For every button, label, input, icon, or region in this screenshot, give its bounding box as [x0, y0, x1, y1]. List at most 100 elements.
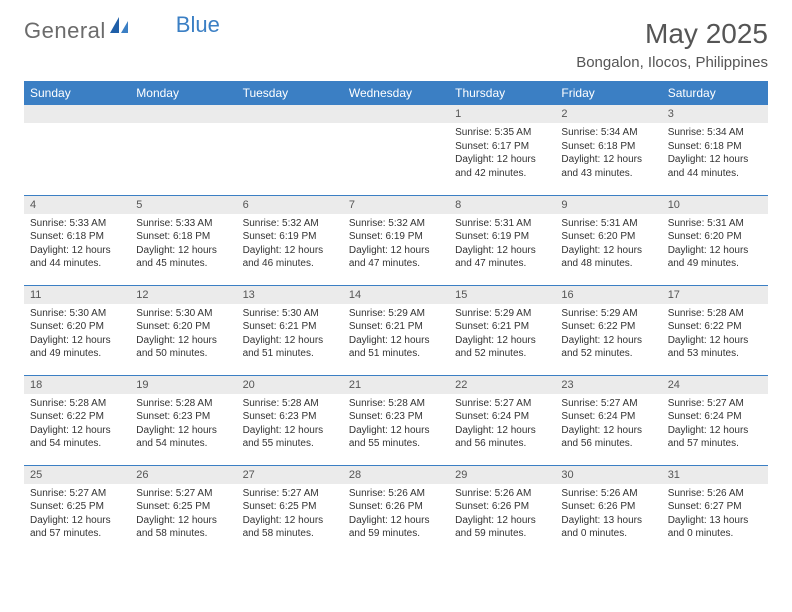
calendar-day: 4Sunrise: 5:33 AMSunset: 6:18 PMDaylight… [24, 195, 130, 285]
day-details: Sunrise: 5:31 AMSunset: 6:19 PMDaylight:… [449, 214, 555, 277]
calendar-page: General Blue May 2025 Bongalon, Ilocos, … [0, 0, 792, 573]
calendar-body: 1Sunrise: 5:35 AMSunset: 6:17 PMDaylight… [24, 105, 768, 555]
calendar-day: 31Sunrise: 5:26 AMSunset: 6:27 PMDayligh… [662, 465, 768, 555]
day-details: Sunrise: 5:28 AMSunset: 6:23 PMDaylight:… [237, 394, 343, 457]
day-number: 6 [237, 196, 343, 214]
weekday-header: Monday [130, 81, 236, 105]
calendar-day: 20Sunrise: 5:28 AMSunset: 6:23 PMDayligh… [237, 375, 343, 465]
month-title: May 2025 [576, 18, 768, 50]
day-number: 15 [449, 286, 555, 304]
brand-part2: Blue [176, 12, 220, 38]
weekday-header: Friday [555, 81, 661, 105]
day-number [343, 105, 449, 123]
calendar-day: 18Sunrise: 5:28 AMSunset: 6:22 PMDayligh… [24, 375, 130, 465]
day-details: Sunrise: 5:28 AMSunset: 6:23 PMDaylight:… [343, 394, 449, 457]
day-details: Sunrise: 5:26 AMSunset: 6:26 PMDaylight:… [555, 484, 661, 547]
day-number: 9 [555, 196, 661, 214]
weekday-header: Tuesday [237, 81, 343, 105]
day-details: Sunrise: 5:27 AMSunset: 6:25 PMDaylight:… [130, 484, 236, 547]
day-number: 21 [343, 376, 449, 394]
day-details: Sunrise: 5:28 AMSunset: 6:23 PMDaylight:… [130, 394, 236, 457]
day-number: 16 [555, 286, 661, 304]
day-number: 18 [24, 376, 130, 394]
calendar-day: 12Sunrise: 5:30 AMSunset: 6:20 PMDayligh… [130, 285, 236, 375]
day-number: 12 [130, 286, 236, 304]
day-number: 17 [662, 286, 768, 304]
day-details: Sunrise: 5:34 AMSunset: 6:18 PMDaylight:… [555, 123, 661, 186]
calendar-day: 13Sunrise: 5:30 AMSunset: 6:21 PMDayligh… [237, 285, 343, 375]
day-number: 3 [662, 105, 768, 123]
calendar-week: 1Sunrise: 5:35 AMSunset: 6:17 PMDaylight… [24, 105, 768, 195]
day-number: 11 [24, 286, 130, 304]
day-details: Sunrise: 5:26 AMSunset: 6:27 PMDaylight:… [662, 484, 768, 547]
day-details [130, 123, 236, 132]
day-number: 26 [130, 466, 236, 484]
day-details: Sunrise: 5:26 AMSunset: 6:26 PMDaylight:… [449, 484, 555, 547]
day-details: Sunrise: 5:27 AMSunset: 6:24 PMDaylight:… [662, 394, 768, 457]
day-number [130, 105, 236, 123]
calendar-day: 5Sunrise: 5:33 AMSunset: 6:18 PMDaylight… [130, 195, 236, 285]
title-block: May 2025 Bongalon, Ilocos, Philippines [576, 18, 768, 71]
day-number: 23 [555, 376, 661, 394]
calendar-day: 15Sunrise: 5:29 AMSunset: 6:21 PMDayligh… [449, 285, 555, 375]
day-number: 19 [130, 376, 236, 394]
day-number: 29 [449, 466, 555, 484]
calendar-day: 26Sunrise: 5:27 AMSunset: 6:25 PMDayligh… [130, 465, 236, 555]
calendar-day: 1Sunrise: 5:35 AMSunset: 6:17 PMDaylight… [449, 105, 555, 195]
brand-part1: General [24, 18, 106, 44]
location-label: Bongalon, Ilocos, Philippines [576, 54, 768, 71]
day-number: 7 [343, 196, 449, 214]
day-details: Sunrise: 5:31 AMSunset: 6:20 PMDaylight:… [555, 214, 661, 277]
calendar-day-empty [237, 105, 343, 195]
calendar-day: 17Sunrise: 5:28 AMSunset: 6:22 PMDayligh… [662, 285, 768, 375]
day-details: Sunrise: 5:29 AMSunset: 6:21 PMDaylight:… [343, 304, 449, 367]
day-details: Sunrise: 5:30 AMSunset: 6:21 PMDaylight:… [237, 304, 343, 367]
calendar-day: 11Sunrise: 5:30 AMSunset: 6:20 PMDayligh… [24, 285, 130, 375]
day-number: 22 [449, 376, 555, 394]
day-number: 2 [555, 105, 661, 123]
weekday-header: Sunday [24, 81, 130, 105]
day-number: 5 [130, 196, 236, 214]
day-details: Sunrise: 5:30 AMSunset: 6:20 PMDaylight:… [24, 304, 130, 367]
calendar-day: 28Sunrise: 5:26 AMSunset: 6:26 PMDayligh… [343, 465, 449, 555]
calendar-week: 4Sunrise: 5:33 AMSunset: 6:18 PMDaylight… [24, 195, 768, 285]
day-number: 13 [237, 286, 343, 304]
brand-logo: General Blue [24, 18, 220, 44]
calendar-day-empty [130, 105, 236, 195]
day-details: Sunrise: 5:27 AMSunset: 6:24 PMDaylight:… [555, 394, 661, 457]
calendar-week: 18Sunrise: 5:28 AMSunset: 6:22 PMDayligh… [24, 375, 768, 465]
weekday-header: Thursday [449, 81, 555, 105]
calendar-day: 9Sunrise: 5:31 AMSunset: 6:20 PMDaylight… [555, 195, 661, 285]
day-details: Sunrise: 5:35 AMSunset: 6:17 PMDaylight:… [449, 123, 555, 186]
day-number: 31 [662, 466, 768, 484]
calendar-day: 6Sunrise: 5:32 AMSunset: 6:19 PMDaylight… [237, 195, 343, 285]
calendar-day: 10Sunrise: 5:31 AMSunset: 6:20 PMDayligh… [662, 195, 768, 285]
day-details: Sunrise: 5:29 AMSunset: 6:21 PMDaylight:… [449, 304, 555, 367]
calendar-day: 27Sunrise: 5:27 AMSunset: 6:25 PMDayligh… [237, 465, 343, 555]
day-number: 20 [237, 376, 343, 394]
day-number: 24 [662, 376, 768, 394]
calendar-day: 24Sunrise: 5:27 AMSunset: 6:24 PMDayligh… [662, 375, 768, 465]
calendar-day: 22Sunrise: 5:27 AMSunset: 6:24 PMDayligh… [449, 375, 555, 465]
day-number [24, 105, 130, 123]
calendar-day: 25Sunrise: 5:27 AMSunset: 6:25 PMDayligh… [24, 465, 130, 555]
day-details: Sunrise: 5:30 AMSunset: 6:20 PMDaylight:… [130, 304, 236, 367]
calendar-week: 11Sunrise: 5:30 AMSunset: 6:20 PMDayligh… [24, 285, 768, 375]
day-details: Sunrise: 5:27 AMSunset: 6:25 PMDaylight:… [24, 484, 130, 547]
day-details: Sunrise: 5:26 AMSunset: 6:26 PMDaylight:… [343, 484, 449, 547]
day-number: 27 [237, 466, 343, 484]
page-header: General Blue May 2025 Bongalon, Ilocos, … [24, 18, 768, 71]
day-details: Sunrise: 5:33 AMSunset: 6:18 PMDaylight:… [24, 214, 130, 277]
calendar-day: 3Sunrise: 5:34 AMSunset: 6:18 PMDaylight… [662, 105, 768, 195]
calendar-day-empty [24, 105, 130, 195]
day-details: Sunrise: 5:34 AMSunset: 6:18 PMDaylight:… [662, 123, 768, 186]
calendar-day: 7Sunrise: 5:32 AMSunset: 6:19 PMDaylight… [343, 195, 449, 285]
day-details: Sunrise: 5:28 AMSunset: 6:22 PMDaylight:… [662, 304, 768, 367]
day-number: 25 [24, 466, 130, 484]
calendar-day: 2Sunrise: 5:34 AMSunset: 6:18 PMDaylight… [555, 105, 661, 195]
calendar-day: 14Sunrise: 5:29 AMSunset: 6:21 PMDayligh… [343, 285, 449, 375]
day-details [237, 123, 343, 132]
calendar-grid: SundayMondayTuesdayWednesdayThursdayFrid… [24, 81, 768, 555]
calendar-week: 25Sunrise: 5:27 AMSunset: 6:25 PMDayligh… [24, 465, 768, 555]
calendar-day: 8Sunrise: 5:31 AMSunset: 6:19 PMDaylight… [449, 195, 555, 285]
